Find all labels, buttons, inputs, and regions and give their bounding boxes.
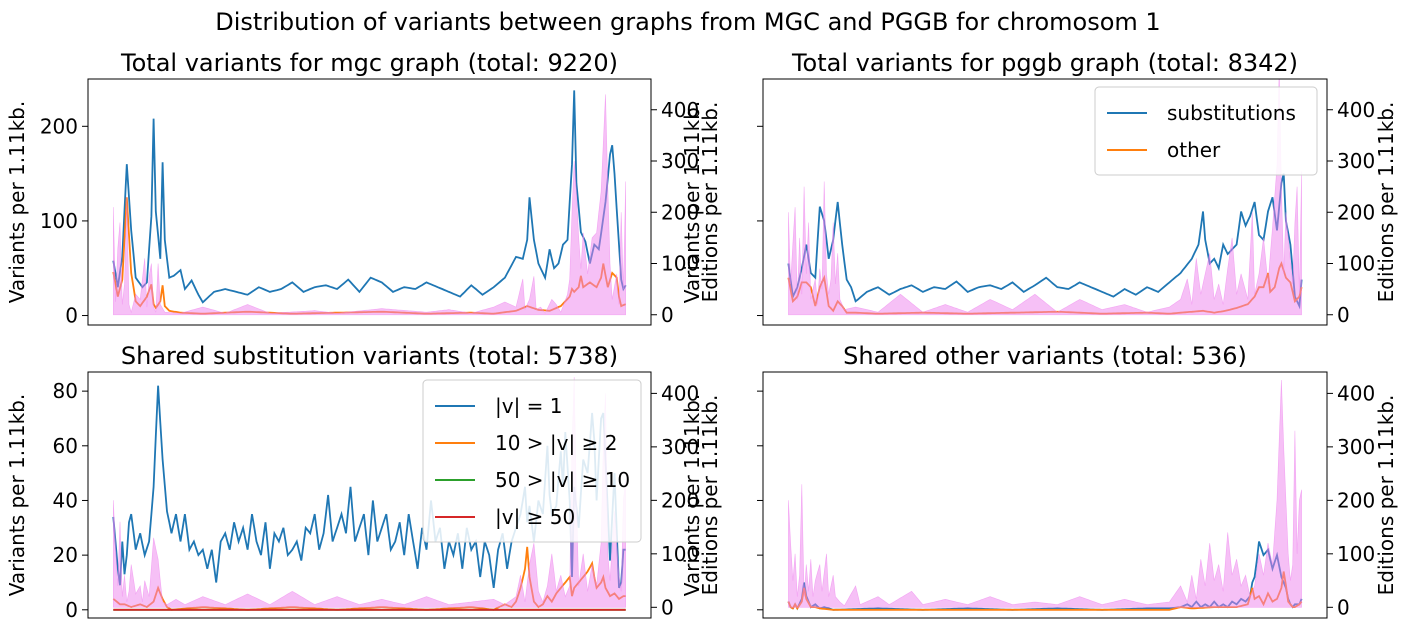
y-right-tick-label: 0 [661,595,674,619]
y-right-tick-label: 400 [661,381,699,405]
plot-area [787,379,1303,611]
legend-label: other [1167,138,1221,162]
legend-label: substitutions [1167,101,1296,125]
y-right-tick-label: 200 [1337,488,1375,512]
panel-3: 0 20 40 60 80 0 100 200 300 400 Shared substitutio… [5,342,722,622]
y-axis-label-right: Editions per 1.11kb. [698,102,722,303]
legend-label: 10 > |v| ≥ 2 [495,431,617,455]
legend: substitutions other [1094,86,1318,176]
axes-frame [87,371,652,619]
legend-label: |v| ≥ 50 [495,505,575,529]
axes-frame [762,78,1328,326]
y-axis-label-left: Variants per 1.11kb. [5,101,29,303]
axes-frame [762,371,1328,619]
y-axis-label-right: Editions per 1.11kb. [1374,102,1398,303]
y-right-tick-label: 0 [661,303,674,327]
y-right-tick-label: 400 [1337,381,1375,405]
y-axis-label-right: Editions per 1.11kb. [698,395,722,596]
panel-title: Shared other variants (total: 536) [843,342,1247,370]
editions-area [788,79,1302,316]
series-line-1 [112,90,627,304]
y-right-tick-label: 200 [661,488,699,512]
y-tick-label: 200 [40,114,78,138]
y-right-tick-label: 200 [1337,200,1375,224]
y-right-tick-label: 100 [661,252,699,276]
y-right-tick-label: 300 [661,435,699,459]
panel-4: 0 100 200 300 400 Shared other variants (tota… [680,342,1398,619]
legend-label: 50 > |v| ≥ 10 [495,468,630,492]
y-right-tick-label: 200 [661,200,699,224]
panel-2: 0 100 200 300 400 Total variants for pggb gra… [680,49,1398,327]
y-right-tick-label: 100 [661,542,699,566]
panel-1: 0 100 200 0 100 200 300 400 Total variants for m… [5,49,722,328]
y-axis-label-left: Variants per 1.11kb. [5,394,29,596]
y-right-tick-label: 0 [1337,303,1350,327]
legend-label: |v| = 1 [495,394,563,418]
series-line-1 [787,173,1303,310]
y-right-tick-label: 400 [1337,98,1375,122]
panel-title: Total variants for pggb graph (total: 83… [791,49,1298,77]
y-tick-label: 20 [53,543,78,567]
y-axis-label-left: Variants per 1.11kb. [680,394,704,596]
y-tick-label: 0 [65,304,78,328]
editions-area [788,379,1302,608]
legend-box [1094,86,1318,176]
panel-title: Total variants for mgc graph (total: 922… [120,49,618,77]
legend: |v| = 1 10 > |v| ≥ 2 50 > |v| ≥ 10 |v| ≥ 50 [422,379,642,543]
axes-frame [87,78,652,326]
y-right-tick-label: 100 [1337,252,1375,276]
y-tick-label: 80 [53,379,78,403]
y-tick-label: 60 [53,434,78,458]
y-axis-label-left: Variants per 1.11kb. [680,101,704,303]
y-right-tick-label: 300 [1337,149,1375,173]
figure-suptitle: Distribution of variants between graphs … [215,8,1160,36]
panel-title: Shared substitution variants (total: 573… [121,342,618,370]
y-right-tick-label: 0 [1337,595,1350,619]
legend-box [422,379,642,543]
y-right-tick-label: 300 [1337,435,1375,459]
y-tick-label: 40 [53,488,78,512]
y-right-tick-label: 100 [1337,542,1375,566]
y-tick-label: 100 [40,209,78,233]
y-tick-label: 0 [65,598,78,622]
plot-area [787,79,1303,316]
y-axis-label-right: Editions per 1.11kb. [1374,395,1398,596]
plot-area [112,90,627,316]
y-right-tick-label: 300 [661,149,699,173]
y-right-tick-label: 400 [661,98,699,122]
editions-area [113,94,626,316]
